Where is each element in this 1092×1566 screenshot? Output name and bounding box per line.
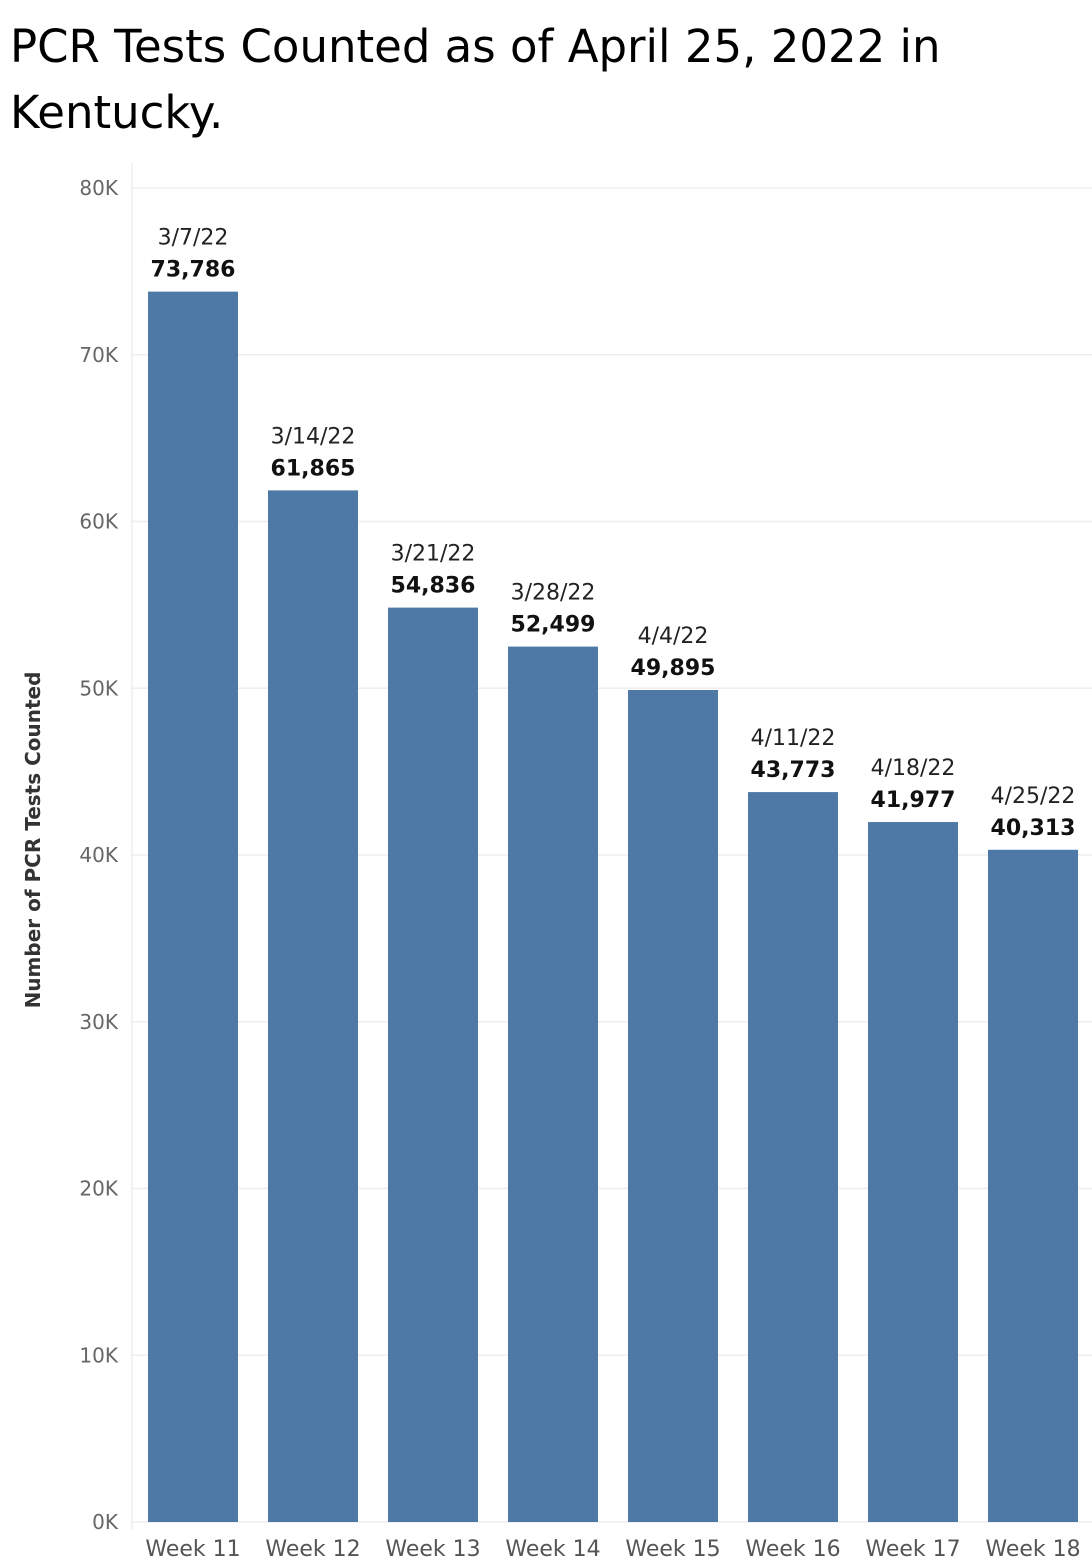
- bar: [988, 849, 1078, 1522]
- y-tick-label: 50K: [79, 676, 118, 700]
- bar-value-label: 43,773: [751, 758, 836, 783]
- bar-date-label: 3/21/22: [391, 542, 476, 567]
- x-tick-label: Week 16: [745, 1537, 840, 1562]
- bar: [388, 607, 478, 1522]
- bar-date-label: 3/7/22: [158, 226, 229, 251]
- bar: [748, 792, 838, 1522]
- chart-title: PCR Tests Counted as of April 25, 2022 i…: [10, 20, 941, 139]
- bar-date-label: 4/4/22: [638, 624, 709, 649]
- bar: [268, 490, 358, 1522]
- bar: [628, 690, 718, 1522]
- x-tick-label: Week 18: [985, 1537, 1080, 1562]
- bar: [148, 291, 238, 1523]
- bar-date-label: 4/11/22: [751, 726, 836, 751]
- y-tick-label: 0K: [92, 1510, 119, 1534]
- x-tick-label: Week 13: [385, 1537, 480, 1562]
- y-tick-label: 20K: [79, 1177, 118, 1201]
- x-tick-label: Week 14: [505, 1537, 600, 1562]
- x-tick-label: Week 17: [865, 1537, 960, 1562]
- x-tick-label: Week 12: [265, 1537, 360, 1562]
- x-tick-label: Week 11: [145, 1537, 240, 1562]
- bar-value-label: 41,977: [871, 788, 956, 813]
- y-tick-label: 30K: [79, 1010, 118, 1034]
- y-tick-label: 80K: [79, 176, 118, 200]
- bar-date-label: 4/18/22: [871, 756, 956, 781]
- y-tick-label: 70K: [79, 343, 118, 367]
- y-tick-label: 10K: [79, 1343, 118, 1367]
- y-tick-label: 40K: [79, 843, 118, 867]
- x-tick-label: Week 15: [625, 1537, 720, 1562]
- bar-value-label: 54,836: [391, 574, 476, 599]
- bar-value-label: 40,313: [991, 816, 1076, 841]
- y-axis-label: Number of PCR Tests Counted: [21, 672, 45, 1009]
- bar-value-label: 49,895: [631, 656, 716, 681]
- y-axis-ticks: 0K 10K 20K 30K 40K 50K 60K 70K 80K: [79, 176, 118, 1534]
- bar-value-label: 73,786: [151, 258, 236, 283]
- bar-date-label: 3/14/22: [271, 424, 356, 449]
- bar: [868, 822, 958, 1522]
- y-tick-label: 60K: [79, 510, 118, 534]
- bar-value-label: 52,499: [511, 613, 596, 638]
- bars: [148, 291, 1078, 1523]
- x-axis-ticks: Week 11 Week 12 Week 13 Week 14 Week 15 Week …: [145, 1537, 1080, 1562]
- bar: [508, 646, 598, 1522]
- bar-value-label: 61,865: [271, 456, 356, 481]
- bar-date-label: 3/28/22: [511, 581, 596, 606]
- bar-labels: 3/7/22 73,786 3/14/22 61,865 3/21/22 54,836 3/…: [151, 226, 1076, 841]
- bar-date-label: 4/25/22: [991, 784, 1076, 809]
